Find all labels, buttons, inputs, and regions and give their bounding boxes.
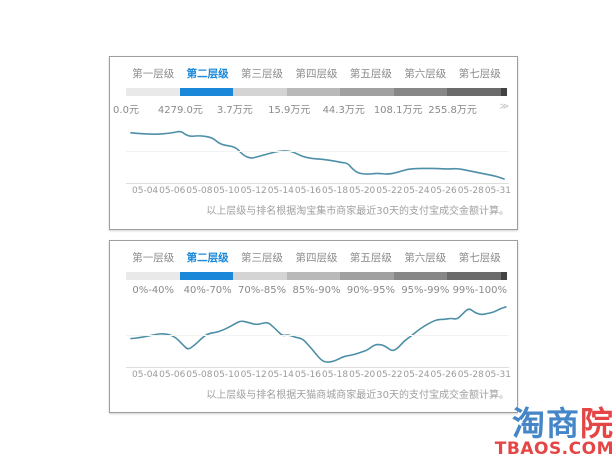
x-tick-05-24: 05-24 (403, 370, 430, 380)
watermark-cn-red: 院 (580, 404, 614, 443)
level-tab-6[interactable]: 第六层级 (404, 252, 447, 264)
level-tab-1[interactable]: 第一层级 (132, 68, 175, 80)
level-value-labels: 0%-40% 40%-70% 70%-85% 85%-90% 90%-95% 95%-99… (126, 285, 507, 298)
x-tick-05-18: 05-18 (321, 370, 349, 380)
x-tick-05-22: 05-22 (376, 186, 403, 196)
trend-line (131, 307, 506, 362)
level-tab-5[interactable]: 第五层级 (349, 252, 392, 264)
level-gradient-bar (126, 88, 508, 96)
panel-footnote: 以上层级与排名根据淘宝集市商家最近30天的支付宝成交金额计算。 (206, 206, 509, 217)
trend-line-chart (126, 117, 509, 183)
trend-line (131, 132, 504, 179)
x-tick-05-24: 05-24 (403, 186, 430, 196)
level-label-6: 95%-99% (401, 285, 450, 296)
level-tab-3[interactable]: 第三层级 (241, 68, 284, 80)
bar-segment-5 (340, 88, 394, 96)
level-tab-5[interactable]: 第五层级 (349, 68, 392, 80)
x-tick-05-20: 05-20 (349, 370, 376, 380)
x-tick-05-28: 05-28 (457, 186, 484, 196)
x-tick-05-31: 05-31 (484, 370, 511, 380)
level-label-3: 70%-85% (238, 285, 287, 296)
bar-segment-4 (286, 272, 341, 280)
level-tab-6[interactable]: 第六层级 (404, 68, 447, 80)
trend-plot (126, 117, 509, 184)
bar-end-cap (501, 88, 508, 96)
x-tick-05-16: 05-16 (294, 186, 321, 196)
level-label-5: 90%-95% (346, 285, 395, 296)
level-label-4: 15.9万元 (268, 105, 311, 116)
level-tab-2[interactable]: 第二层级 (186, 252, 229, 264)
level-label-1: 0.0元 (113, 105, 139, 116)
x-tick-05-04: 05-04 (132, 186, 159, 196)
x-tick-05-10: 05-10 (213, 370, 240, 380)
x-tick-05-26: 05-26 (430, 370, 457, 380)
x-tick-05-08: 05-08 (186, 186, 213, 196)
level-label-1: 0%-40% (132, 285, 175, 296)
x-tick-05-06: 05-06 (159, 186, 186, 196)
site-watermark: 淘商院 TBAOS.COM (495, 407, 614, 458)
bar-segment-6 (393, 88, 448, 96)
x-tick-05-04: 05-04 (132, 370, 159, 380)
level-label-3: 3.7万元 (216, 105, 253, 116)
level-panel-taobao: 第一层级 第二层级 第三层级 第四层级 第五层级 第六层级 第七层级 0.0元 4279.0元… (109, 56, 518, 230)
watermark-site-url: TBAOS.COM (494, 439, 614, 459)
x-tick-05-26: 05-26 (430, 186, 457, 196)
level-label-6: 108.1万元 (373, 105, 423, 116)
level-label-4: 85%-90% (292, 285, 341, 296)
level-tab-4[interactable]: 第四层级 (295, 252, 338, 264)
level-label-7: 99%-100% (452, 285, 507, 296)
level-gradient-bar (126, 272, 508, 280)
bar-segment-2 (179, 88, 234, 96)
x-tick-05-06: 05-06 (159, 370, 186, 380)
level-tab-4[interactable]: 第四层级 (295, 68, 338, 80)
bar-segment-4 (286, 88, 341, 96)
bar-segment-2 (179, 272, 234, 280)
trend-line-chart (126, 301, 509, 367)
bar-segment-1 (126, 88, 180, 96)
x-tick-05-20: 05-20 (349, 186, 376, 196)
level-label-2: 40%-70% (183, 285, 232, 296)
x-tick-05-12: 05-12 (240, 186, 267, 196)
level-tab-7[interactable]: 第七层级 (458, 68, 501, 80)
watermark-logo-text: 淘商院 (495, 407, 614, 440)
level-value-labels: 0.0元 4279.0元 3.7万元 15.9万元 44.3万元 108.1万元 255.8… (113, 101, 509, 116)
x-axis-ticks: 05-04 05-06 05-08 05-10 05-12 05-14 05-16 05-18… (132, 186, 511, 196)
level-label-5: 44.3万元 (322, 105, 365, 116)
x-tick-05-31: 05-31 (484, 186, 511, 196)
bar-end-cap (501, 272, 508, 280)
more-levels-indicator[interactable]: ≫ (499, 102, 509, 112)
x-tick-05-08: 05-08 (186, 370, 213, 380)
trend-plot (126, 301, 509, 368)
level-tab-2[interactable]: 第二层级 (186, 68, 229, 80)
level-tab-3[interactable]: 第三层级 (241, 252, 284, 264)
bar-segment-7 (447, 272, 502, 280)
x-tick-05-22: 05-22 (376, 370, 403, 380)
level-tabs: 第一层级 第二层级 第三层级 第四层级 第五层级 第六层级 第七层级 (126, 67, 507, 82)
bar-segment-3 (233, 272, 287, 280)
x-tick-05-14: 05-14 (267, 370, 294, 380)
bar-segment-3 (233, 88, 287, 96)
level-tab-7[interactable]: 第七层级 (458, 252, 501, 264)
x-axis-ticks: 05-04 05-06 05-08 05-10 05-12 05-14 05-16 05-18… (132, 370, 511, 380)
level-label-7: 255.8万元 (428, 105, 477, 116)
level-tab-1[interactable]: 第一层级 (132, 252, 175, 264)
bar-segment-6 (393, 272, 448, 280)
bar-segment-7 (447, 88, 502, 96)
level-label-2: 4279.0元 (157, 105, 203, 116)
x-tick-05-12: 05-12 (240, 370, 267, 380)
x-tick-05-10: 05-10 (213, 186, 240, 196)
x-tick-05-14: 05-14 (267, 186, 294, 196)
x-tick-05-16: 05-16 (294, 370, 321, 380)
level-tabs: 第一层级 第二层级 第三层级 第四层级 第五层级 第六层级 第七层级 (126, 251, 507, 266)
panel-footnote: 以上层级与排名根据天猫商城商家最近30天的支付宝成交金额计算。 (206, 390, 509, 401)
bar-segment-1 (126, 272, 180, 280)
x-tick-05-18: 05-18 (321, 186, 349, 196)
x-tick-05-28: 05-28 (457, 370, 484, 380)
watermark-cn-blue: 淘商 (512, 404, 580, 443)
level-panel-tmall: 第一层级 第二层级 第三层级 第四层级 第五层级 第六层级 第七层级 0%-40% 40%-7… (109, 240, 518, 413)
bar-segment-5 (340, 272, 394, 280)
